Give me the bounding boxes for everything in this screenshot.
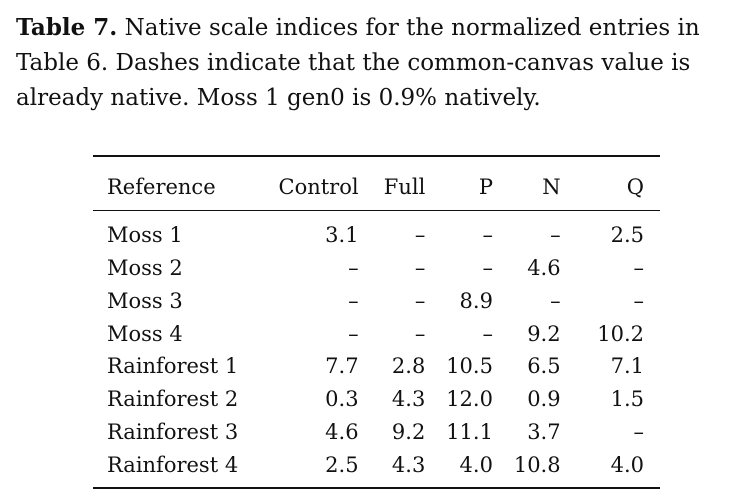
native-scale-table: Reference Control Full P N Q Moss 1 3.1 … bbox=[93, 155, 660, 489]
cell-n: 0.9 bbox=[527, 387, 561, 412]
cell-p: 8.9 bbox=[459, 288, 493, 313]
table-row: Rainforest 4 2.5 4.3 4.0 10.8 4.0 bbox=[93, 448, 660, 488]
cell-q: 4.0 bbox=[610, 452, 644, 477]
cell-full: 4.3 bbox=[391, 387, 426, 412]
cell-full: 4.3 bbox=[391, 452, 426, 477]
table-body: Moss 1 3.1 – – – 2.5 Moss 2 – – – 4.6 – … bbox=[93, 211, 660, 488]
cell-q: 2.5 bbox=[610, 223, 644, 248]
cell-n: 10.8 bbox=[513, 452, 561, 477]
table-header: Reference Control Full P N Q bbox=[93, 156, 660, 211]
header-q: Q bbox=[626, 174, 644, 199]
cell-full: – bbox=[414, 223, 426, 248]
table-row: Rainforest 3 4.6 9.2 11.1 3.7 – bbox=[93, 416, 660, 449]
cell-control: 4.6 bbox=[325, 419, 359, 444]
caption-text: Native scale indices for the normalized … bbox=[16, 15, 700, 111]
cell-full: – bbox=[414, 288, 426, 313]
table-row: Moss 4 – – – 9.2 10.2 bbox=[93, 317, 660, 350]
row-label: Rainforest 2 bbox=[107, 387, 239, 412]
cell-q: 1.5 bbox=[610, 387, 644, 412]
cell-control: 7.7 bbox=[325, 354, 359, 379]
row-label: Rainforest 4 bbox=[107, 452, 239, 477]
cell-q: 10.2 bbox=[597, 321, 644, 346]
table-row: Rainforest 2 0.3 4.3 12.0 0.9 1.5 bbox=[93, 383, 660, 416]
cell-q: – bbox=[633, 419, 645, 444]
cell-control: – bbox=[348, 288, 359, 313]
header-n: N bbox=[542, 174, 561, 199]
table-container: Reference Control Full P N Q Moss 1 3.1 … bbox=[93, 155, 660, 489]
header-full: Full bbox=[383, 174, 426, 199]
caption-label: Table 7. bbox=[16, 14, 118, 41]
cell-full: – bbox=[414, 321, 426, 346]
cell-q: – bbox=[633, 288, 645, 313]
cell-n: 3.7 bbox=[527, 419, 561, 444]
cell-p: 4.0 bbox=[459, 452, 493, 477]
table-row: Rainforest 1 7.7 2.8 10.5 6.5 7.1 bbox=[93, 350, 660, 383]
cell-full: 2.8 bbox=[391, 354, 426, 379]
cell-n: 6.5 bbox=[527, 354, 561, 379]
header-row: Reference Control Full P N Q bbox=[93, 156, 660, 211]
cell-n: 4.6 bbox=[527, 256, 561, 281]
cell-control: 3.1 bbox=[325, 223, 359, 248]
cell-control: – bbox=[348, 321, 359, 346]
header-p: P bbox=[478, 174, 493, 199]
cell-p: – bbox=[482, 223, 493, 248]
cell-control: – bbox=[348, 256, 359, 281]
cell-q: 7.1 bbox=[610, 354, 644, 379]
cell-p: – bbox=[482, 256, 493, 281]
row-label: Rainforest 1 bbox=[107, 354, 239, 379]
cell-p: 12.0 bbox=[446, 387, 493, 412]
table-row: Moss 2 – – – 4.6 – bbox=[93, 252, 660, 285]
table-caption: Table 7. Native scale indices for the no… bbox=[16, 10, 740, 116]
row-label: Moss 4 bbox=[107, 321, 183, 346]
header-control: Control bbox=[278, 174, 359, 199]
row-label: Moss 3 bbox=[107, 288, 183, 313]
cell-p: – bbox=[482, 321, 493, 346]
cell-n: – bbox=[550, 223, 561, 248]
cell-q: – bbox=[633, 256, 645, 281]
cell-full: – bbox=[414, 256, 426, 281]
row-label: Rainforest 3 bbox=[107, 419, 239, 444]
table-row: Moss 1 3.1 – – – 2.5 bbox=[93, 211, 660, 252]
cell-n: – bbox=[550, 288, 561, 313]
cell-n: 9.2 bbox=[527, 321, 561, 346]
header-reference: Reference bbox=[107, 174, 216, 199]
cell-full: 9.2 bbox=[391, 419, 426, 444]
cell-control: 0.3 bbox=[325, 387, 359, 412]
row-label: Moss 1 bbox=[107, 223, 183, 248]
table-row: Moss 3 – – 8.9 – – bbox=[93, 285, 660, 318]
cell-p: 11.1 bbox=[446, 419, 493, 444]
cell-control: 2.5 bbox=[325, 452, 359, 477]
row-label: Moss 2 bbox=[107, 256, 183, 281]
cell-p: 10.5 bbox=[446, 354, 493, 379]
